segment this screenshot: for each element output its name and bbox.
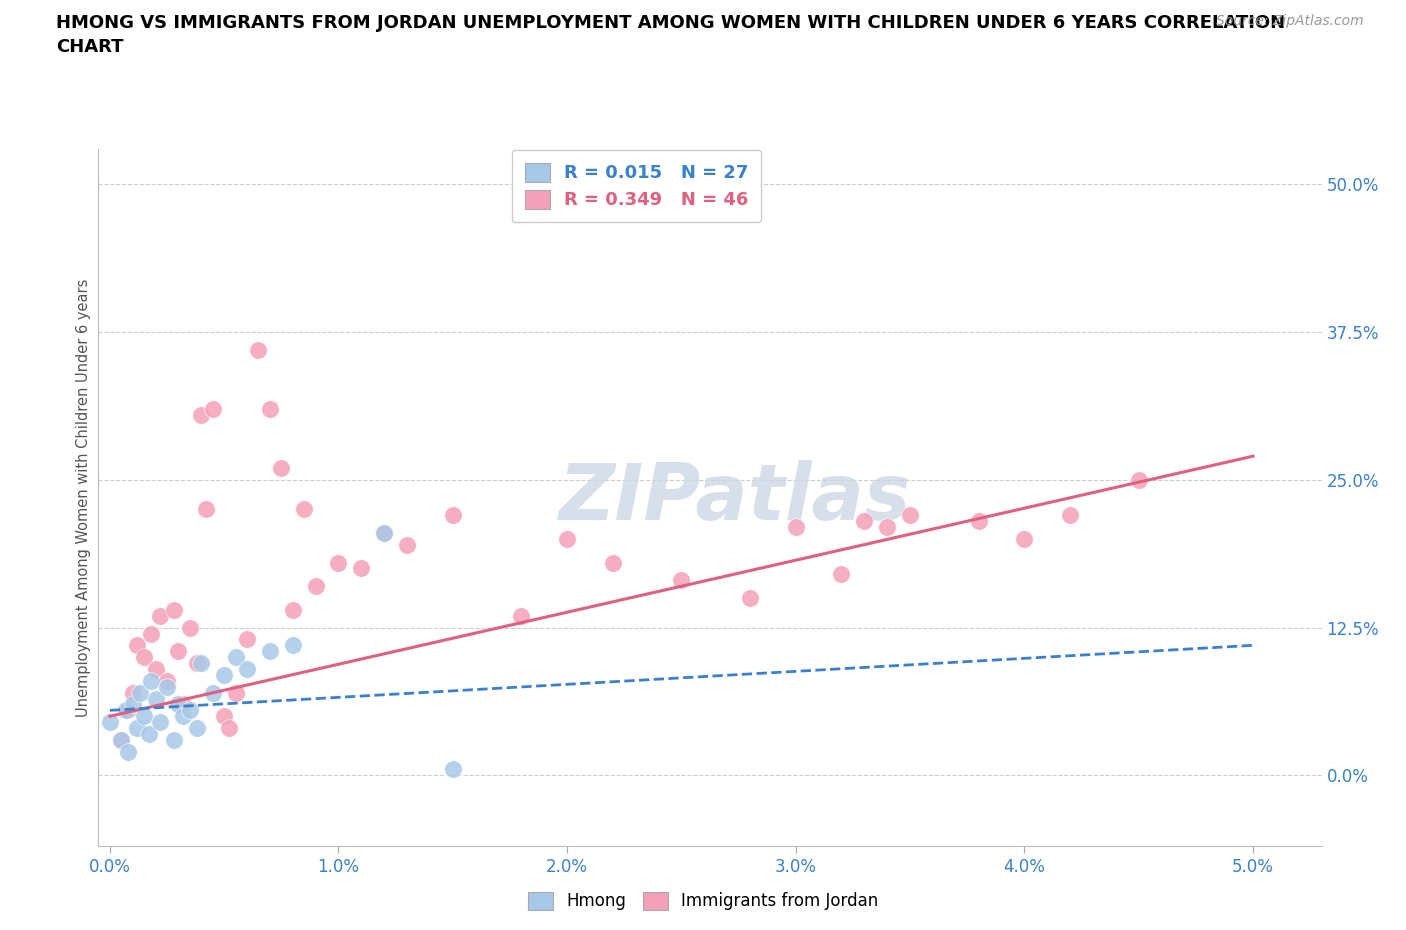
Point bbox=[128, 685, 150, 700]
Point bbox=[555, 531, 578, 546]
Point bbox=[350, 561, 373, 576]
Point bbox=[898, 508, 921, 523]
Point bbox=[738, 591, 761, 605]
Point bbox=[194, 502, 217, 517]
Point bbox=[139, 626, 162, 641]
Point bbox=[156, 673, 179, 688]
Point bbox=[602, 555, 624, 570]
Point bbox=[441, 762, 464, 777]
Point bbox=[139, 673, 162, 688]
Point bbox=[149, 608, 172, 623]
Point bbox=[172, 697, 194, 711]
Point bbox=[281, 603, 304, 618]
Point bbox=[110, 733, 132, 748]
Point bbox=[117, 703, 139, 718]
Point bbox=[190, 656, 212, 671]
Point bbox=[201, 685, 224, 700]
Point bbox=[225, 650, 247, 665]
Point bbox=[212, 709, 235, 724]
Point bbox=[127, 638, 149, 653]
Point bbox=[292, 502, 315, 517]
Point bbox=[236, 632, 259, 647]
Point bbox=[396, 538, 419, 552]
Point bbox=[510, 608, 533, 623]
Point bbox=[163, 733, 186, 748]
Y-axis label: Unemployment Among Women with Children Under 6 years: Unemployment Among Women with Children U… bbox=[76, 278, 91, 717]
Point bbox=[117, 744, 139, 759]
Point bbox=[831, 567, 853, 582]
Point bbox=[785, 520, 807, 535]
Point bbox=[145, 661, 167, 676]
Point bbox=[121, 685, 143, 700]
Text: ZIPatlas: ZIPatlas bbox=[558, 459, 911, 536]
Point bbox=[156, 679, 179, 694]
Point bbox=[373, 525, 395, 540]
Point bbox=[167, 644, 190, 658]
Point bbox=[236, 661, 259, 676]
Point bbox=[328, 555, 350, 570]
Point bbox=[149, 715, 172, 730]
Point bbox=[967, 513, 990, 528]
Point bbox=[304, 578, 326, 593]
Point bbox=[1014, 531, 1036, 546]
Legend: R = 0.015   N = 27, R = 0.349   N = 46: R = 0.015 N = 27, R = 0.349 N = 46 bbox=[512, 150, 761, 222]
Point bbox=[270, 460, 292, 475]
Point bbox=[145, 691, 167, 706]
Text: HMONG VS IMMIGRANTS FROM JORDAN UNEMPLOYMENT AMONG WOMEN WITH CHILDREN UNDER 6 Y: HMONG VS IMMIGRANTS FROM JORDAN UNEMPLOY… bbox=[56, 14, 1285, 56]
Point bbox=[167, 697, 190, 711]
Point bbox=[115, 703, 138, 718]
Legend: Hmong, Immigrants from Jordan: Hmong, Immigrants from Jordan bbox=[522, 885, 884, 917]
Point bbox=[172, 709, 194, 724]
Point bbox=[1059, 508, 1081, 523]
Text: Source: ZipAtlas.com: Source: ZipAtlas.com bbox=[1216, 14, 1364, 28]
Point bbox=[121, 697, 143, 711]
Point bbox=[179, 703, 201, 718]
Point bbox=[163, 603, 186, 618]
Point bbox=[281, 638, 304, 653]
Point bbox=[138, 726, 160, 741]
Point bbox=[876, 520, 898, 535]
Point bbox=[179, 620, 201, 635]
Point bbox=[201, 402, 224, 417]
Point bbox=[134, 709, 156, 724]
Point bbox=[186, 656, 208, 671]
Point bbox=[190, 407, 212, 422]
Point bbox=[373, 525, 395, 540]
Point bbox=[212, 668, 235, 683]
Point bbox=[247, 342, 270, 357]
Point bbox=[853, 513, 876, 528]
Point bbox=[225, 685, 247, 700]
Point bbox=[259, 644, 281, 658]
Point bbox=[1128, 472, 1150, 487]
Point bbox=[671, 573, 693, 588]
Point bbox=[127, 721, 149, 736]
Point bbox=[441, 508, 464, 523]
Point bbox=[259, 402, 281, 417]
Point bbox=[110, 733, 132, 748]
Point bbox=[134, 650, 156, 665]
Point bbox=[218, 721, 240, 736]
Point bbox=[98, 715, 121, 730]
Point bbox=[186, 721, 208, 736]
